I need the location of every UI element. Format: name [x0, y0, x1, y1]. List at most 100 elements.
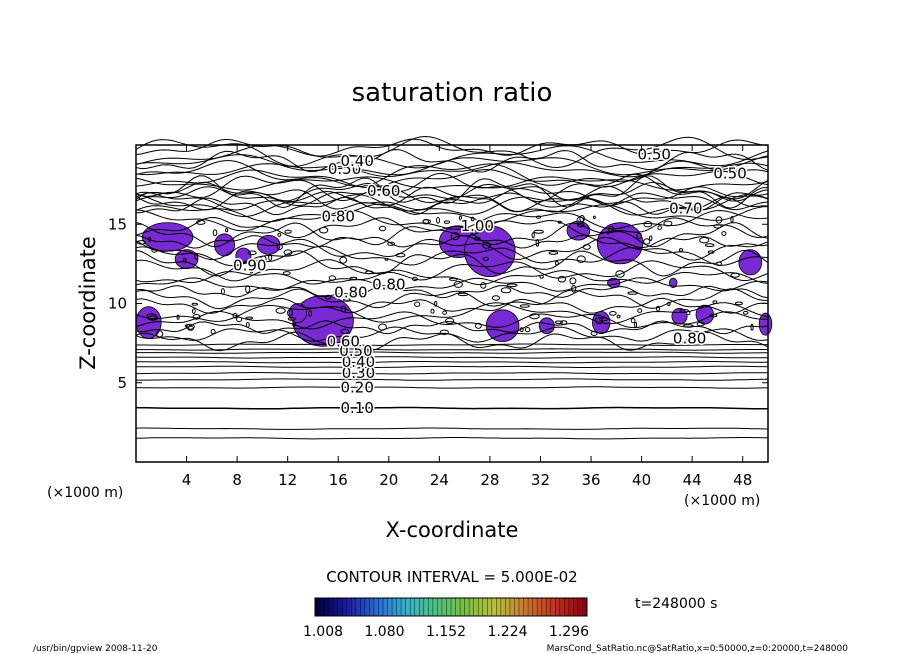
- contour-blob: [750, 323, 754, 331]
- contour-blob: [439, 329, 449, 335]
- contour-blob: [699, 237, 710, 244]
- contour-blob: [577, 222, 585, 228]
- contour-blob: [445, 317, 455, 325]
- contour-value-label: 0.50: [638, 146, 671, 164]
- contour-blob: [560, 320, 568, 325]
- contour-blob: [276, 243, 283, 250]
- colorbar-cell: [328, 598, 334, 616]
- colorbar-cell: [324, 598, 329, 616]
- contour-blob: [730, 272, 740, 278]
- contour-blob: [343, 298, 351, 302]
- contour-blob: [742, 310, 749, 315]
- y-tick-label: 5: [117, 374, 127, 392]
- colorbar-cell: [351, 598, 357, 616]
- colorbar-cell: [482, 598, 488, 616]
- supersaturation-region: [288, 303, 308, 323]
- contour-blob: [450, 232, 460, 241]
- contour-value-label: 0.50: [713, 165, 746, 183]
- contour-blob: [319, 226, 329, 234]
- colorbar-cell: [378, 598, 384, 616]
- colorbar-label: 1.224: [487, 624, 527, 640]
- colorbar-cell: [355, 598, 361, 616]
- contour-value-label: 0.60: [327, 333, 360, 351]
- contour-blob: [287, 317, 296, 321]
- x-unit-label-right: (×1000 m): [684, 493, 760, 509]
- contour-lines: [135, 135, 769, 440]
- contour-blob: [634, 321, 638, 328]
- contour-blob: [531, 232, 535, 239]
- contour-blob: [443, 220, 451, 224]
- contour-line: [135, 144, 769, 169]
- contour-blob: [245, 316, 254, 320]
- x-tick-label: 36: [581, 471, 600, 489]
- contour-line: [135, 269, 769, 286]
- contour-blob: [557, 220, 562, 224]
- contour-line: [135, 288, 769, 310]
- contour-blob: [480, 282, 487, 289]
- colorbar-cell: [333, 598, 339, 616]
- contour-blob: [548, 251, 559, 255]
- contour-blob: [349, 276, 358, 281]
- contour-blob: [191, 302, 199, 306]
- colorbar-cell: [401, 598, 407, 616]
- contour-value-label: 0.90: [233, 256, 266, 274]
- colorbar-cell: [564, 598, 570, 616]
- contour-blob: [649, 235, 653, 241]
- colorbar-cell: [446, 598, 452, 616]
- contour-blob: [627, 291, 638, 295]
- colorbar-cell: [491, 598, 497, 616]
- colorbar-cell: [437, 598, 443, 616]
- contour-blob: [225, 228, 229, 233]
- contour-line: [136, 372, 769, 375]
- colorbar-cell: [514, 598, 520, 616]
- colorbar-label: 1.296: [549, 624, 589, 640]
- contour-blob: [442, 310, 448, 315]
- contour-blob: [245, 285, 251, 294]
- contour-blob: [457, 292, 469, 297]
- contour-line: [135, 386, 769, 389]
- contour-blob: [657, 225, 663, 231]
- contour-value-label: 1.00: [461, 217, 494, 235]
- contour-line: [135, 216, 769, 239]
- colorbar-cell: [360, 598, 366, 616]
- contour-blob: [713, 224, 722, 229]
- contour-blob: [387, 241, 396, 246]
- contour-blob: [247, 250, 257, 256]
- contour-value-label: 0.80: [334, 283, 367, 301]
- colorbar-cell: [478, 598, 484, 616]
- contour-blob: [506, 283, 518, 288]
- contour-labels: 0.100.200.300.400.500.600.80 0.800.800.90…: [232, 144, 749, 419]
- contour-line: [135, 162, 769, 178]
- contour-blob: [606, 231, 610, 235]
- y-tick-label: 10: [108, 295, 127, 313]
- contour-line: [135, 326, 769, 343]
- colorbar-cell: [469, 598, 475, 616]
- x-axis-ticks: 4 8 12 16 20 24 28 32 36 40 44 48: [182, 471, 752, 489]
- contour-blob: [554, 260, 559, 266]
- contour-line: [135, 181, 769, 202]
- contour-blob: [275, 307, 286, 314]
- contour-line: [135, 245, 769, 267]
- contour-blob: [192, 313, 201, 320]
- colorbar-cell: [414, 598, 420, 616]
- contour-blob: [378, 323, 387, 331]
- colorbar-cell: [537, 598, 543, 616]
- contour-blob: [678, 248, 684, 252]
- colorbar-cell: [423, 598, 429, 616]
- contour-blob: [716, 261, 722, 267]
- colorbar-cell: [405, 598, 411, 616]
- contour-blob: [599, 317, 609, 322]
- contour-blob: [136, 240, 146, 245]
- contour-blob: [212, 229, 218, 237]
- colorbar-cell: [342, 598, 348, 616]
- contour-blob: [571, 285, 577, 293]
- y-axis-ticks: 5 10 15: [108, 215, 127, 392]
- contour-line: [135, 406, 768, 410]
- colorbar-cell: [577, 598, 583, 616]
- contour-blob: [636, 232, 642, 239]
- contour-blob: [436, 217, 440, 224]
- contour-blob: [734, 301, 743, 306]
- supersaturation-region: [174, 249, 199, 270]
- colorbar-label: 1.080: [364, 624, 404, 640]
